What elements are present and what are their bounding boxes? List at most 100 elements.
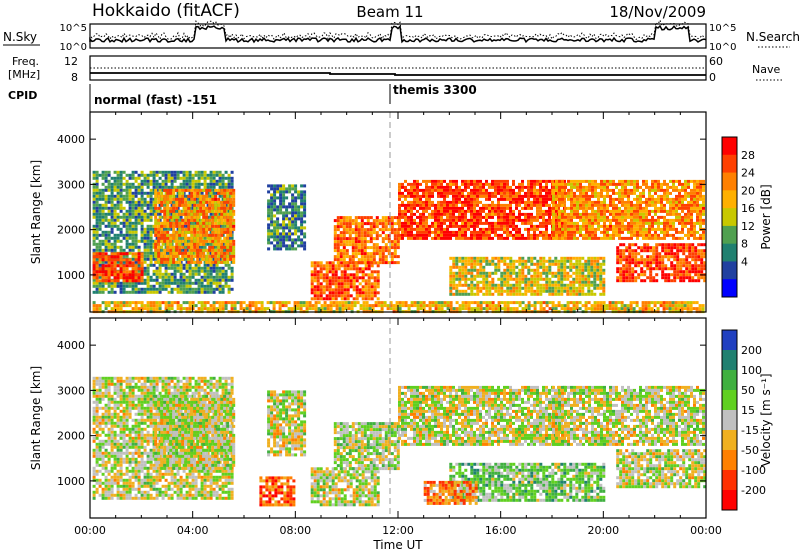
power-cell bbox=[226, 245, 230, 249]
power-cell bbox=[372, 222, 376, 226]
power-cell bbox=[509, 209, 512, 213]
freq-tick-top: 12 bbox=[64, 55, 78, 68]
power-cell bbox=[164, 203, 168, 207]
power-cell bbox=[325, 297, 329, 301]
power-cell bbox=[331, 294, 335, 298]
power-cell bbox=[194, 287, 198, 291]
power-cell bbox=[113, 176, 117, 180]
power-cell bbox=[140, 185, 144, 189]
power-cell bbox=[128, 185, 132, 189]
power-cell bbox=[503, 179, 506, 183]
power-cell bbox=[270, 217, 274, 221]
power-cell bbox=[548, 292, 552, 296]
power-cell bbox=[582, 215, 585, 219]
power-cell bbox=[169, 209, 173, 213]
power-cell bbox=[200, 284, 204, 288]
power-cell bbox=[339, 222, 343, 226]
power-cell bbox=[122, 264, 126, 268]
power-cell bbox=[476, 212, 479, 216]
power-cell bbox=[191, 269, 195, 273]
power-cell bbox=[372, 225, 376, 229]
power-cell bbox=[217, 230, 221, 234]
power-cell bbox=[599, 271, 603, 275]
power-cell bbox=[618, 182, 621, 186]
power-cell bbox=[193, 245, 197, 249]
power-cell bbox=[230, 236, 234, 240]
power-cell bbox=[618, 194, 621, 198]
power-cell bbox=[211, 245, 215, 249]
power-cell bbox=[155, 266, 159, 270]
power-cell bbox=[205, 194, 209, 198]
power-cell bbox=[333, 234, 337, 238]
power-cell bbox=[146, 230, 150, 234]
power-cell bbox=[217, 260, 221, 264]
power-cell bbox=[621, 215, 624, 219]
power-cell bbox=[521, 179, 524, 183]
power-cell bbox=[585, 230, 588, 234]
power-cell bbox=[200, 173, 204, 177]
power-cell bbox=[558, 191, 561, 195]
power-cell bbox=[455, 292, 459, 296]
power-cell bbox=[191, 179, 195, 183]
power-cell bbox=[217, 191, 221, 195]
power-cell bbox=[381, 252, 385, 256]
power-cell bbox=[128, 242, 132, 246]
power-cell bbox=[561, 215, 564, 219]
power-cell bbox=[215, 272, 219, 276]
power-cell bbox=[381, 219, 385, 223]
power-cell bbox=[461, 203, 464, 207]
power-cell bbox=[143, 215, 147, 219]
power-cell bbox=[220, 239, 224, 243]
power-cell bbox=[476, 221, 479, 225]
power-cell bbox=[182, 284, 186, 288]
power-cell bbox=[497, 236, 500, 240]
power-cell bbox=[282, 226, 286, 230]
power-cell bbox=[164, 278, 168, 282]
power-cell bbox=[310, 261, 314, 265]
power-cell bbox=[92, 233, 96, 237]
power-cell bbox=[345, 225, 349, 229]
power-cell bbox=[500, 280, 504, 284]
power-cell bbox=[179, 290, 183, 294]
power-cell bbox=[561, 209, 564, 213]
power-cell bbox=[446, 206, 449, 210]
power-cell bbox=[167, 173, 171, 177]
power-cell bbox=[146, 242, 150, 246]
power-cell bbox=[536, 262, 540, 266]
power-cell bbox=[396, 231, 400, 235]
power-cell bbox=[352, 273, 356, 277]
power-cell bbox=[624, 236, 627, 240]
power-cell bbox=[146, 290, 150, 294]
power-cell bbox=[470, 221, 473, 225]
power-cell bbox=[542, 265, 546, 269]
power-cell bbox=[211, 260, 215, 264]
power-cell bbox=[163, 257, 167, 261]
power-cell bbox=[515, 215, 518, 219]
power-cell bbox=[232, 248, 236, 252]
power-cell bbox=[552, 224, 555, 228]
power-cell bbox=[110, 230, 114, 234]
power-cell bbox=[506, 230, 509, 234]
power-cell bbox=[470, 256, 474, 260]
power-cell bbox=[197, 170, 201, 174]
power-cell bbox=[110, 267, 114, 271]
power-cell bbox=[497, 215, 500, 219]
power-cell bbox=[128, 227, 132, 231]
power-cell bbox=[164, 245, 168, 249]
power-cell bbox=[361, 279, 365, 283]
power-cell bbox=[143, 239, 147, 243]
power-cell bbox=[425, 221, 428, 225]
power-cell bbox=[276, 235, 280, 239]
power-cell bbox=[428, 185, 431, 189]
power-cell bbox=[452, 256, 456, 260]
power-cell bbox=[95, 212, 99, 216]
power-cell bbox=[167, 266, 171, 270]
power-cell bbox=[387, 261, 391, 265]
power-cell bbox=[551, 286, 555, 290]
power-cell bbox=[212, 263, 216, 267]
power-cell bbox=[119, 255, 123, 259]
power-cell bbox=[215, 269, 219, 273]
power-cell bbox=[588, 185, 591, 189]
nave-label: Nave bbox=[752, 63, 780, 76]
power-cell bbox=[194, 290, 198, 294]
